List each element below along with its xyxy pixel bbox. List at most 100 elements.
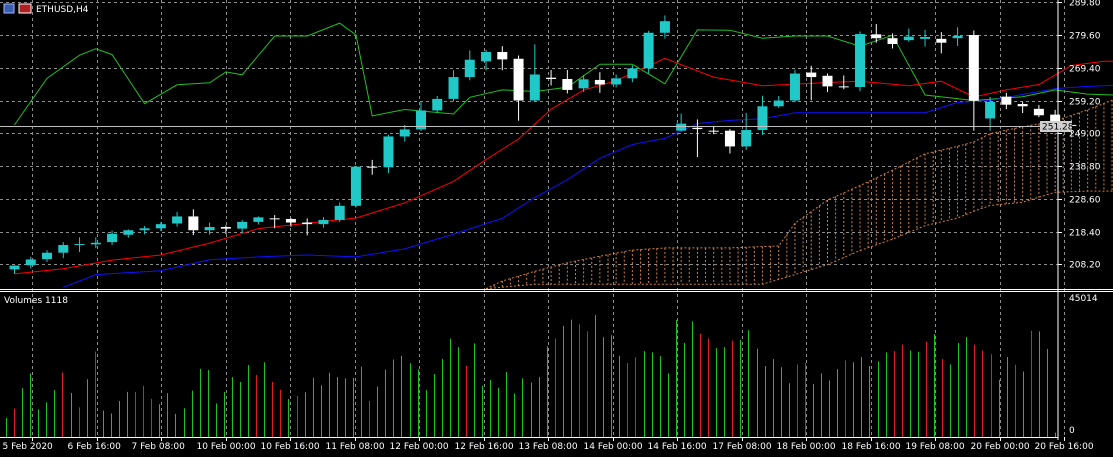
candle-body (692, 127, 703, 130)
candle-body (920, 36, 931, 39)
candle (139, 226, 150, 235)
candle-body (464, 59, 475, 78)
candle (285, 218, 296, 227)
time-tick-label: 19 Feb 08:00 (906, 442, 965, 452)
price-tick-label: 249.00 (1069, 130, 1101, 140)
candle-body (1033, 108, 1044, 116)
time-tick-label: 13 Feb 08:00 (519, 442, 578, 452)
candle-body (887, 38, 898, 44)
time-tick-label: 14 Feb 16:00 (648, 442, 707, 452)
candle (806, 65, 817, 101)
candle-body (676, 123, 687, 131)
candle (448, 70, 459, 102)
current-price-marker (1040, 121, 1072, 132)
candle-body (155, 224, 166, 229)
candle (546, 70, 557, 86)
ichimoku-cloud (485, 99, 1113, 290)
candle (416, 102, 426, 131)
candle (871, 24, 882, 43)
symbol-flag-icon (18, 3, 32, 14)
candle-body (9, 265, 20, 270)
candle-body (220, 227, 231, 229)
price-tick-label: 228.60 (1069, 196, 1101, 206)
time-tick-label: 17 Feb 08:00 (713, 442, 772, 452)
candle (773, 96, 784, 108)
time-tick-label: 10 Feb 16:00 (261, 442, 320, 452)
chart-menu-icon[interactable] (3, 3, 15, 14)
candle-body (903, 36, 914, 41)
candle (659, 15, 670, 39)
candle (968, 30, 979, 131)
candle (25, 256, 36, 269)
candle-body (188, 216, 199, 231)
candle-body (90, 242, 101, 245)
candle (936, 32, 947, 54)
candle-body (643, 32, 654, 69)
candle (1017, 101, 1028, 114)
candle-body (42, 252, 53, 260)
candle-body (318, 219, 329, 225)
candle (9, 265, 20, 274)
candle (220, 225, 231, 235)
candle-body (74, 244, 85, 246)
candle-body (936, 38, 947, 43)
candle-body (529, 74, 540, 101)
candle-body (838, 86, 849, 88)
candle (237, 219, 248, 233)
candle-body (806, 72, 817, 78)
candle-body (627, 68, 638, 79)
candle (74, 237, 85, 253)
candle-body (269, 218, 280, 220)
candle (985, 96, 996, 131)
candle-body (334, 205, 345, 220)
candle-body (757, 106, 768, 131)
candle-body (546, 77, 557, 79)
candle-body (497, 52, 508, 60)
candle (676, 113, 687, 132)
time-tick-label: 18 Feb 00:00 (777, 442, 836, 452)
candle (318, 217, 329, 228)
candle-body (285, 218, 296, 223)
candle-body (302, 222, 313, 225)
price-tick-label: 218.40 (1069, 229, 1101, 239)
candle-body (789, 73, 800, 101)
candle-body (1001, 96, 1012, 105)
candle (920, 29, 931, 47)
candle (269, 215, 280, 229)
time-tick-label: 6 Feb 16:00 (68, 442, 122, 452)
candle (789, 69, 800, 103)
indicator-lines (14, 22, 1113, 288)
candle (302, 218, 313, 236)
candle (58, 242, 69, 259)
chikou-span-line (14, 22, 1113, 126)
grid (0, 0, 1065, 437)
candle (497, 46, 508, 71)
candle (464, 50, 475, 81)
time-tick-label: 5 Feb 2020 (3, 442, 54, 452)
candle-body (578, 79, 589, 89)
candle-body (513, 58, 524, 101)
candle-body (123, 230, 134, 235)
price-tick-label: 259.20 (1069, 98, 1101, 108)
candle (90, 237, 101, 249)
candle-body (855, 34, 866, 88)
candle-body (237, 221, 248, 229)
candle (708, 126, 719, 135)
time-tick-label: 10 Feb 00:00 (197, 442, 256, 452)
chart-symbol-label: ETHUSD,H4 (36, 5, 89, 15)
candle (724, 129, 735, 154)
candle (432, 96, 443, 113)
candle (107, 230, 118, 246)
candle (627, 65, 638, 83)
current-price-label: 251.28 (1042, 123, 1074, 133)
time-tick-label: 20 Feb 00:00 (971, 442, 1030, 452)
candle (350, 166, 361, 208)
candle-body (871, 34, 882, 39)
candle-body (448, 77, 459, 99)
candle-body (25, 259, 36, 266)
price-tick-label: 208.20 (1069, 261, 1101, 271)
candle-body (107, 233, 118, 243)
candle-body (367, 166, 378, 168)
candle (172, 211, 183, 227)
